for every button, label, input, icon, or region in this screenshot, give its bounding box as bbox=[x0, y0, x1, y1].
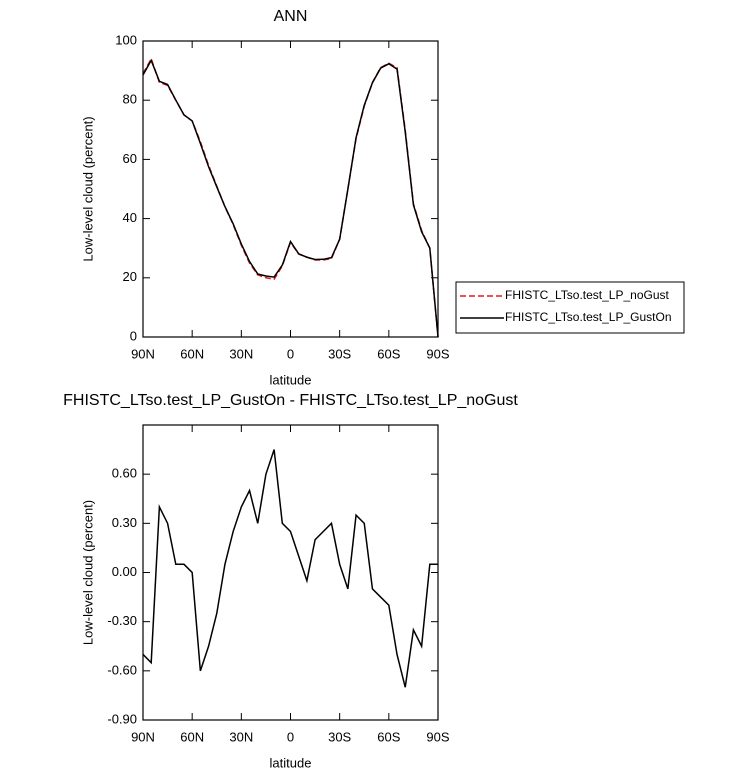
data-line bbox=[142, 56, 439, 338]
x-tick-label: 60S bbox=[377, 346, 400, 361]
x-tick-label: 0 bbox=[287, 346, 294, 361]
y-tick-label: -0.60 bbox=[107, 662, 137, 677]
legend-label: FHISTC_LTso.test_LP_GustOn bbox=[505, 310, 672, 324]
x-tick-label: 30S bbox=[328, 729, 351, 744]
y-tick-label: 0.00 bbox=[112, 564, 137, 579]
x-tick-label: 90N bbox=[131, 729, 155, 744]
chart-title: FHISTC_LTso.test_LP_GustOn - FHISTC_LTso… bbox=[63, 392, 518, 409]
x-tick-label: 30N bbox=[229, 729, 253, 744]
y-tick-label: 60 bbox=[123, 151, 137, 166]
data-line bbox=[142, 58, 439, 337]
x-tick-label: 60S bbox=[377, 729, 400, 744]
y-tick-label: -0.90 bbox=[107, 711, 137, 726]
x-tick-label: 60N bbox=[180, 729, 204, 744]
y-tick-label: 40 bbox=[123, 210, 137, 225]
y-tick-label: 0 bbox=[130, 328, 137, 343]
x-tick-label: 90S bbox=[426, 729, 449, 744]
y-tick-label: 80 bbox=[123, 92, 137, 107]
plot-frame bbox=[142, 40, 439, 338]
y-tick-label: 0.60 bbox=[112, 466, 137, 481]
y-tick-label: 100 bbox=[115, 32, 137, 47]
x-tick-label: 0 bbox=[287, 729, 294, 744]
legend-label: FHISTC_LTso.test_LP_noGust bbox=[505, 288, 670, 302]
x-tick-label: 30N bbox=[229, 346, 253, 361]
x-axis-label: latitude bbox=[270, 755, 312, 770]
y-axis-label: Low-level cloud (percent) bbox=[80, 500, 95, 645]
x-tick-label: 90N bbox=[131, 346, 155, 361]
y-axis-label: Low-level cloud (percent) bbox=[80, 116, 95, 261]
x-tick-label: 60N bbox=[180, 346, 204, 361]
legend-box bbox=[455, 281, 685, 334]
data-line bbox=[142, 449, 438, 688]
y-tick-label: 20 bbox=[123, 269, 137, 284]
x-tick-label: 90S bbox=[426, 346, 449, 361]
y-tick-label: 0.30 bbox=[112, 515, 137, 530]
chart-title: ANN bbox=[274, 8, 308, 25]
y-tick-label: -0.30 bbox=[107, 613, 137, 628]
plot-frame bbox=[142, 424, 439, 721]
x-tick-label: 30S bbox=[328, 346, 351, 361]
x-axis-label: latitude bbox=[270, 372, 312, 387]
